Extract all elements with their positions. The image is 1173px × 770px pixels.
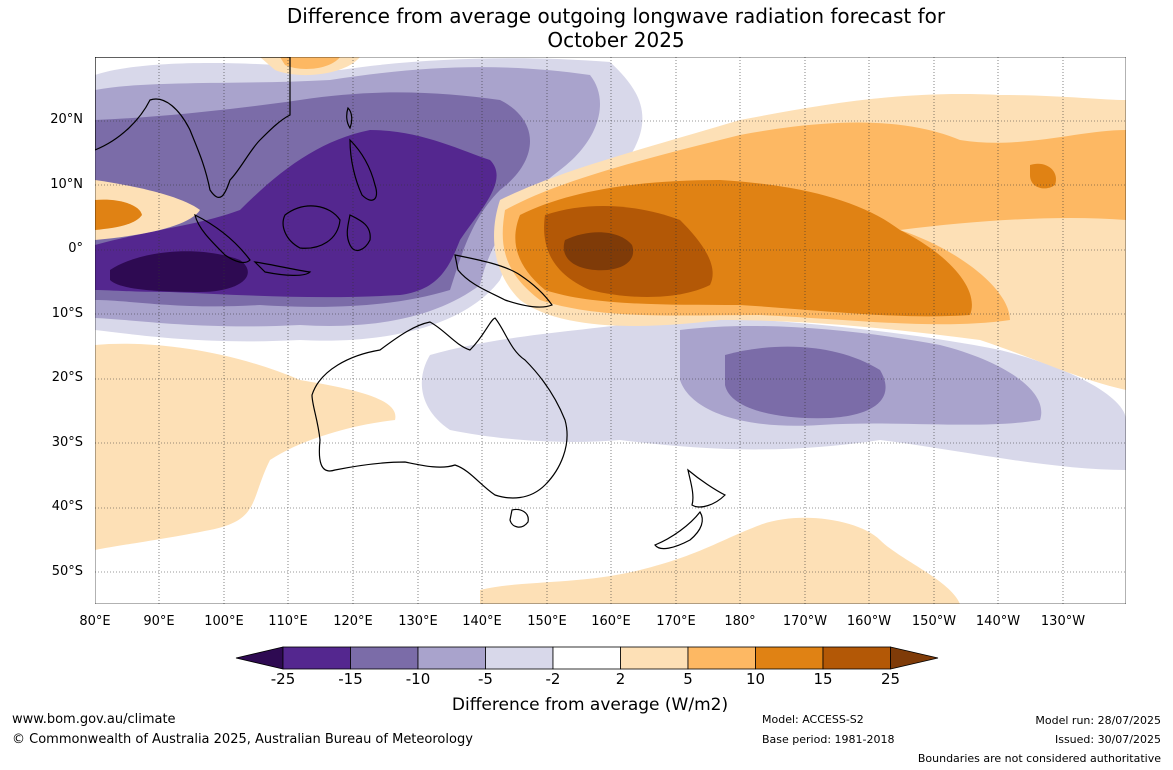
model-run-info: Model run: 28/07/2025 [1035, 714, 1161, 727]
title-line-1: Difference from average outgoing longwav… [286, 4, 946, 28]
lat-label: 10°S [51, 306, 83, 321]
colorbar-swatch [755, 646, 824, 670]
lat-label: 10°N [50, 177, 83, 192]
colorbar-tick: 15 [813, 670, 833, 688]
coastline-sumatra [194, 213, 251, 264]
lon-label: 160°W [846, 614, 892, 629]
positive-region-pacific-core [563, 232, 634, 271]
positive-region-south [480, 517, 960, 604]
coastline-australia [311, 317, 568, 499]
graticule [95, 57, 1126, 604]
chart-title: Difference from average outgoing longwav… [0, 4, 1173, 52]
colorbar-tick: -25 [270, 670, 296, 688]
lat-label: 50°S [51, 564, 83, 579]
coastline-new-zealand-north [687, 468, 727, 508]
lat-label: 0° [68, 241, 83, 256]
colorbar-swatch [687, 646, 756, 670]
copyright-text: © Commonwealth of Australia 2025, Austra… [12, 732, 473, 747]
colorbar-tick: 2 [615, 670, 626, 688]
lon-label: 130°W [1040, 614, 1086, 629]
lon-label: 110°E [268, 614, 308, 629]
lon-label: 80°E [79, 614, 111, 629]
colorbar-swatch [620, 646, 689, 670]
colorbar-tick: 5 [683, 670, 693, 688]
coastline-asia-mainland [95, 57, 291, 198]
lon-label: 180° [724, 614, 756, 629]
lon-label: 160°E [591, 614, 631, 629]
lat-label: 30°S [51, 435, 83, 450]
coastline-new-guinea [454, 254, 553, 308]
disclaimer-text: Boundaries are not considered authoritat… [917, 752, 1161, 765]
colorbar-swatch [282, 646, 351, 670]
lon-label: 170°W [782, 614, 828, 629]
coastline-new-zealand-south [654, 510, 703, 550]
lon-label: 150°E [527, 614, 567, 629]
model-info: Model: ACCESS-S2 [762, 713, 864, 726]
coastline-java [253, 261, 312, 276]
coastlines [95, 57, 727, 550]
base-period-info: Base period: 1981-2018 [762, 733, 895, 746]
positive-region-southwest [95, 343, 396, 550]
colorbar-label: Difference from average (W/m2) [451, 695, 729, 715]
lon-label: 170°E [656, 614, 696, 629]
coastline-taiwan [346, 106, 353, 130]
positive-region-northeast-patch [1030, 163, 1056, 189]
colorbar-swatch [350, 646, 419, 670]
colorbar-min-arrow [235, 646, 284, 670]
lon-label: 120°E [333, 614, 373, 629]
colorbar-max-arrow [890, 646, 939, 670]
anomaly-map [95, 57, 1126, 604]
colorbar-tick: -2 [545, 670, 561, 688]
lat-label: 20°N [50, 112, 83, 127]
colorbar-swatch [822, 646, 891, 670]
lon-label: 130°E [398, 614, 438, 629]
colorbar-swatch [417, 646, 486, 670]
lon-label: 150°W [911, 614, 957, 629]
lon-label: 100°E [204, 614, 244, 629]
negative-region-sw-pacific-inner [725, 346, 886, 419]
lon-label: 90°E [143, 614, 175, 629]
colorbar-tick: -10 [405, 670, 431, 688]
colorbar-swatch [552, 646, 621, 670]
colorbar-tick: -5 [478, 670, 493, 688]
coastline-philippines [349, 138, 378, 201]
lat-label: 20°S [51, 370, 83, 385]
coastline-tasmania [509, 508, 529, 528]
lon-label: 140°W [975, 614, 1021, 629]
colorbar-swatch [485, 646, 554, 670]
website-link[interactable]: www.bom.gov.au/climate [12, 712, 176, 727]
colorbar-tick: 25 [880, 670, 901, 688]
positive-region-indian-ocean-inner [95, 199, 142, 230]
colorbar-tick: -15 [338, 670, 363, 688]
coastline-borneo [282, 205, 341, 249]
lat-label: 40°S [51, 499, 83, 514]
coastline-sulawesi [346, 214, 371, 252]
lon-label: 140°E [462, 614, 502, 629]
negative-region-core [110, 251, 248, 292]
positive-region-north-inner [280, 57, 340, 69]
title-line-2: October 2025 [547, 28, 685, 52]
colorbar-tick: 10 [745, 670, 766, 688]
issued-info: Issued: 30/07/2025 [1054, 733, 1161, 746]
